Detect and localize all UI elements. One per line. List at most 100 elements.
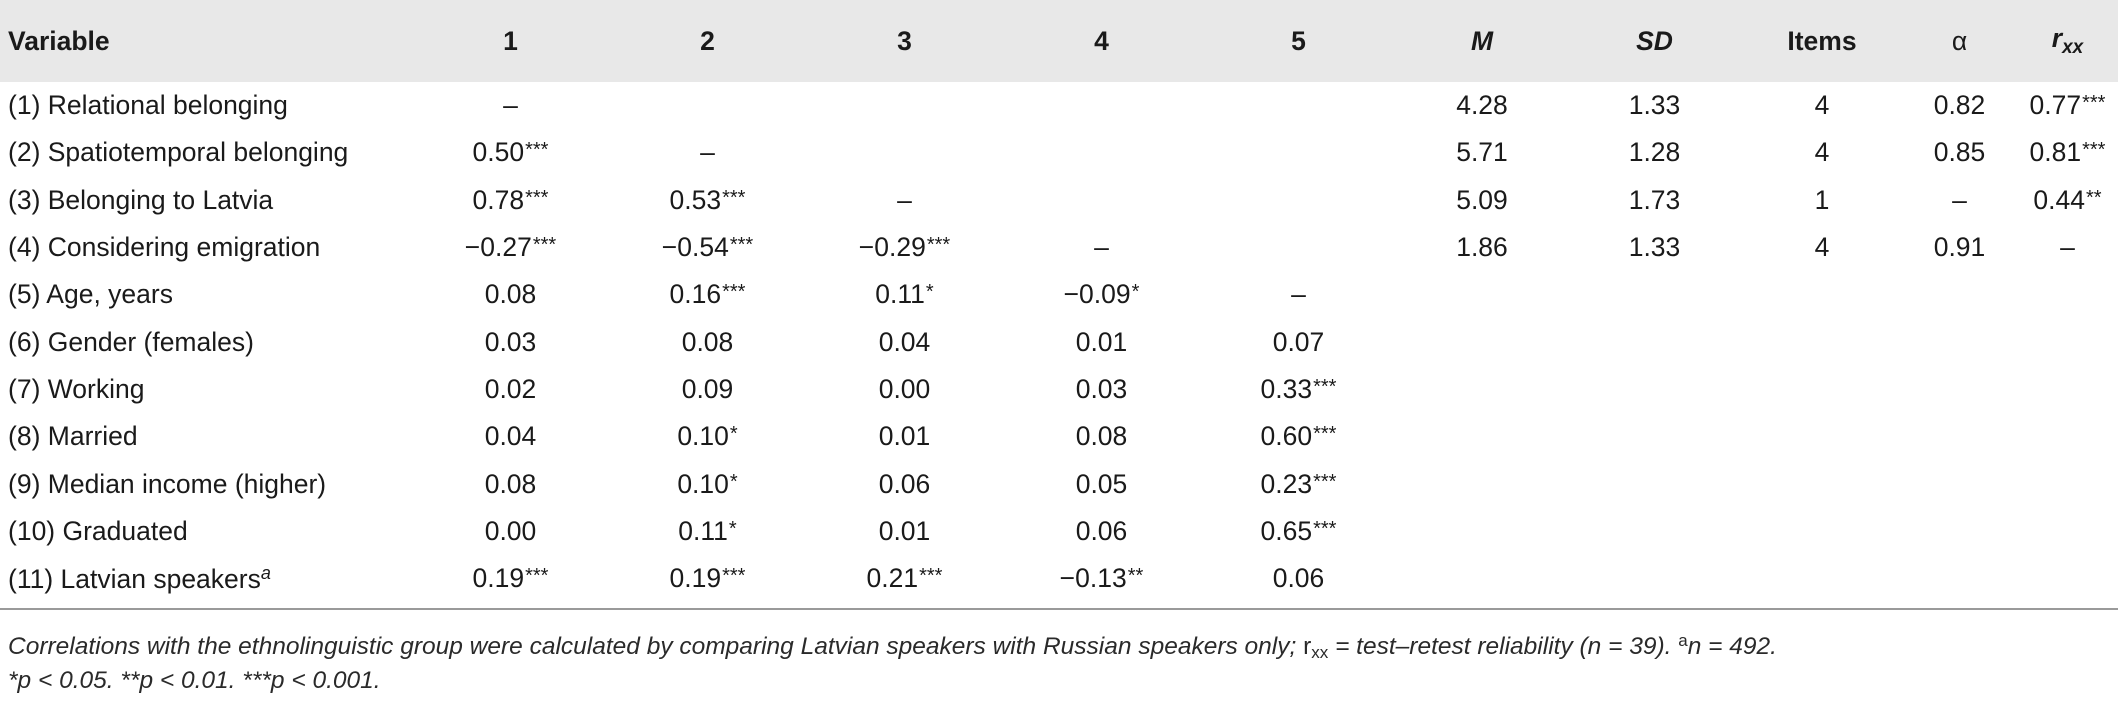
mean-cell-value: 5.09 <box>1456 184 1508 215</box>
correlation-cell-3: – <box>806 177 1003 224</box>
correlation-cell-3: 0.11* <box>806 271 1003 318</box>
footnote-line-1: Correlations with the ethnolinguistic gr… <box>8 630 2112 664</box>
correlation-cell-2-value: −0.54 <box>661 232 729 263</box>
items-cell-value: 4 <box>1814 90 1830 121</box>
rxx-cell <box>2017 413 2118 460</box>
header-rxx-base: r <box>2051 23 2063 53</box>
alpha-cell <box>1902 271 2017 318</box>
rxx-cell <box>2017 271 2118 318</box>
correlation-cell-3-value: 0.11 <box>875 279 925 310</box>
table-row: (4) Considering emigration −0.27*** −0.54*… <box>0 224 2118 271</box>
correlation-cell-4 <box>1003 82 1200 129</box>
correlation-cell-5 <box>1200 129 1397 176</box>
correlation-table: Variable 1 2 3 4 5 M SD Items α rxx (1) … <box>0 0 2118 611</box>
correlation-cell-4-value: 0.08 <box>1075 421 1128 452</box>
correlation-cell-5-value: – <box>1291 279 1306 310</box>
variable-label: (8) Married <box>0 413 412 460</box>
significance-marker: * <box>1131 281 1140 304</box>
header-items: Items <box>1787 25 1857 56</box>
correlation-cell-5: 0.07 <box>1200 318 1397 365</box>
correlation-cell-1: 0.00 <box>412 508 609 555</box>
variable-label-text: (3) Belonging to Latvia <box>8 184 274 215</box>
items-cell: 4 <box>1742 129 1902 176</box>
variable-label: (5) Age, years <box>0 271 412 318</box>
correlation-cell-4-value: 0.06 <box>1075 515 1128 546</box>
mean-cell-value: 4.28 <box>1456 90 1508 121</box>
correlation-cell-2-value: 0.53 <box>669 184 722 215</box>
correlation-cell-2: −0.54*** <box>609 224 806 271</box>
correlation-cell-2-value: 0.16 <box>669 279 722 310</box>
correlation-cell-5-value: 0.07 <box>1272 326 1325 357</box>
correlation-cell-2: 0.19*** <box>609 554 806 611</box>
correlation-cell-2 <box>609 82 806 129</box>
correlation-cell-1-value: 0.78 <box>472 184 525 215</box>
variable-label: (6) Gender (females) <box>0 318 412 365</box>
sd-cell-value: 1.33 <box>1628 90 1681 121</box>
correlation-cell-5-value: 0.23 <box>1260 468 1313 499</box>
variable-label-text: (6) Gender (females) <box>8 326 254 357</box>
header-col-3: 3 <box>897 25 912 56</box>
variable-superscript: a <box>260 562 271 583</box>
correlation-cell-1: 0.08 <box>412 460 609 507</box>
sd-cell <box>1567 271 1742 318</box>
correlation-cell-5: 0.33*** <box>1200 366 1397 413</box>
correlation-cell-2-value: 0.11 <box>678 515 728 546</box>
correlation-cell-3-value: 0.01 <box>878 421 931 452</box>
significance-marker: *** <box>919 565 943 588</box>
mean-cell <box>1397 366 1567 413</box>
items-cell-value: 1 <box>1814 184 1830 215</box>
correlation-cell-2: 0.53*** <box>609 177 806 224</box>
header-mean: M <box>1470 25 1494 56</box>
significance-marker: ** <box>1127 565 1144 588</box>
header-row: Variable 1 2 3 4 5 M SD Items α rxx <box>0 0 2118 82</box>
sd-cell <box>1567 366 1742 413</box>
alpha-cell-value: 0.82 <box>1933 90 1986 121</box>
alpha-cell-value: – <box>1952 184 1967 215</box>
correlation-cell-4: 0.05 <box>1003 460 1200 507</box>
significance-marker: *** <box>525 139 549 162</box>
alpha-cell-value: 0.85 <box>1933 137 1986 168</box>
variable-label-text: (1) Relational belonging <box>8 90 288 121</box>
mean-cell <box>1397 554 1567 611</box>
sd-cell: 1.28 <box>1567 129 1742 176</box>
correlation-cell-5 <box>1200 177 1397 224</box>
items-cell <box>1742 508 1902 555</box>
mean-cell-value: 5.71 <box>1456 137 1508 168</box>
rxx-cell-value: 0.81 <box>2029 137 2082 168</box>
variable-label: (2) Spatiotemporal belonging <box>0 129 412 176</box>
correlation-cell-2-value: 0.09 <box>681 373 734 404</box>
footnote-a-sup: a <box>1678 631 1688 650</box>
correlation-cell-2-value: – <box>700 137 715 168</box>
mean-cell <box>1397 460 1567 507</box>
correlation-cell-3: −0.29*** <box>806 224 1003 271</box>
variable-label: (10) Graduated <box>0 508 412 555</box>
correlation-cell-5 <box>1200 82 1397 129</box>
correlation-cell-1-value: – <box>503 90 518 121</box>
correlation-cell-5: – <box>1200 271 1397 318</box>
table-row: (6) Gender (females) 0.03 0.08 0.04 0.01 0.07 <box>0 318 2118 365</box>
correlation-cell-1-value: 0.19 <box>472 563 525 594</box>
correlation-cell-4: 0.08 <box>1003 413 1200 460</box>
variable-label: (7) Working <box>0 366 412 413</box>
correlation-cell-4-value: −0.13 <box>1059 563 1127 594</box>
header-alpha: α <box>1951 25 1968 56</box>
significance-marker: * <box>729 423 738 446</box>
significance-marker: *** <box>525 186 549 209</box>
header-col-2: 2 <box>700 25 715 56</box>
significance-marker: *** <box>532 234 557 257</box>
correlation-cell-3: 0.00 <box>806 366 1003 413</box>
sd-cell-value: 1.33 <box>1628 232 1681 263</box>
alpha-cell: 0.91 <box>1902 224 2017 271</box>
correlation-cell-3-value: 0.00 <box>878 373 931 404</box>
items-cell <box>1742 271 1902 318</box>
significance-marker: *** <box>729 234 754 257</box>
significance-marker: *** <box>722 565 746 588</box>
alpha-cell-value: 0.91 <box>1933 232 1986 263</box>
mean-cell <box>1397 271 1567 318</box>
correlation-cell-4: −0.09* <box>1003 271 1200 318</box>
header-variable: Variable <box>8 25 110 56</box>
correlation-cell-4: −0.13** <box>1003 554 1200 611</box>
correlation-cell-1-value: −0.27 <box>464 232 532 263</box>
significance-marker: *** <box>1313 470 1337 493</box>
variable-label-text: (2) Spatiotemporal belonging <box>8 137 349 168</box>
